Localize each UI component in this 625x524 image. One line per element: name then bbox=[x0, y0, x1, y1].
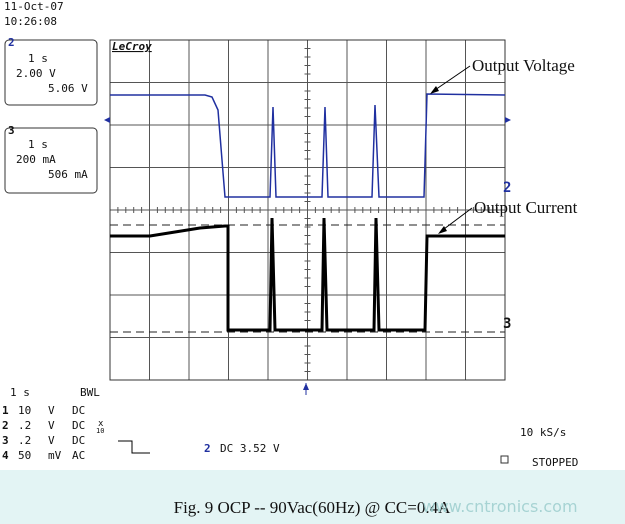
row-unit: mV bbox=[48, 449, 62, 462]
trigger-setting: DC 3.52 V bbox=[220, 442, 280, 455]
channel-id: 3 bbox=[8, 124, 15, 137]
scale: 2.00 V bbox=[16, 67, 56, 80]
row-coupling: DC bbox=[72, 404, 85, 417]
scale: 200 mA bbox=[16, 153, 56, 166]
row-coupling: AC bbox=[72, 449, 85, 462]
row-scale: 10 bbox=[18, 404, 31, 417]
annotation-arrow bbox=[439, 207, 473, 233]
trace-marker: 2 bbox=[503, 180, 511, 196]
graticule-border bbox=[109, 39, 506, 381]
annotation: Output Voltage bbox=[472, 56, 575, 75]
row-scale: .2 bbox=[18, 434, 31, 447]
sample-rate: 10 kS/s bbox=[520, 426, 566, 439]
row-unit: V bbox=[48, 434, 55, 447]
level-marker bbox=[104, 117, 110, 123]
level-marker bbox=[505, 117, 511, 123]
probe-mark: x bbox=[98, 419, 104, 429]
timebase: 1 s bbox=[28, 52, 48, 65]
bandwidth: BWL bbox=[80, 386, 100, 399]
trace-marker: 3 bbox=[503, 316, 511, 332]
status: STOPPED bbox=[532, 456, 578, 469]
annotation-arrow bbox=[431, 65, 471, 93]
date: 11-Oct-07 bbox=[4, 0, 64, 13]
row-scale: 50 bbox=[18, 449, 31, 462]
channel-box bbox=[4, 39, 98, 106]
brand: LeCroy bbox=[112, 40, 152, 53]
row-coupling: DC bbox=[72, 434, 85, 447]
annotation: Output Current bbox=[474, 198, 578, 217]
scope-screen bbox=[0, 0, 625, 470]
row-unit: V bbox=[48, 404, 55, 417]
arrow-head bbox=[438, 226, 447, 234]
grid bbox=[109, 39, 506, 381]
probe-factor: 10 bbox=[96, 427, 104, 435]
row-channel: 4 bbox=[2, 449, 9, 462]
voltage-trace bbox=[110, 93, 506, 198]
caption: Fig. 9 OCP -- 90Vac(60Hz) @ CC=0.4A bbox=[174, 498, 451, 517]
row-channel: 1 bbox=[2, 404, 9, 417]
value: 506 mA bbox=[48, 168, 88, 181]
channel-box bbox=[4, 127, 98, 194]
row-channel: 3 bbox=[2, 434, 9, 447]
channel-id: 2 bbox=[8, 36, 15, 49]
trigger-channel: 2 bbox=[204, 442, 211, 455]
footer-timebase: 1 s bbox=[10, 386, 30, 399]
trigger-icon bbox=[118, 440, 150, 454]
status-box bbox=[500, 455, 509, 464]
row-coupling: DC bbox=[72, 419, 85, 432]
row-channel: 2 bbox=[2, 419, 9, 432]
current-trace bbox=[110, 217, 505, 332]
arrow-head bbox=[430, 86, 439, 94]
row-scale: .2 bbox=[18, 419, 31, 432]
timebase: 1 s bbox=[28, 138, 48, 151]
time: 10:26:08 bbox=[4, 15, 57, 28]
row-unit: V bbox=[48, 419, 55, 432]
value: 5.06 V bbox=[48, 82, 88, 95]
watermark: www.cntronics.com bbox=[422, 497, 577, 516]
